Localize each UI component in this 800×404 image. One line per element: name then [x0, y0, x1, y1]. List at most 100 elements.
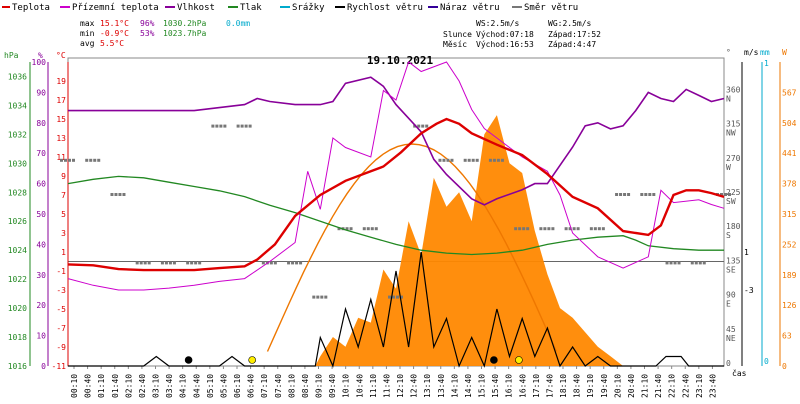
chart-title: 19.10.2021	[367, 54, 434, 67]
stat-min-label: min	[80, 29, 95, 38]
moonrise-text: Východ:16:53	[476, 40, 534, 49]
wind-direction-dot	[60, 158, 63, 162]
wind-direction-dot	[248, 124, 252, 128]
tick-time: 16:10	[505, 374, 514, 398]
wind-direction-dot	[572, 227, 576, 231]
tick-temperature: 13	[56, 134, 66, 143]
tick-solar: 189	[782, 271, 797, 280]
wind-direction-dot	[194, 261, 198, 265]
tick-time: 23:10	[695, 374, 704, 398]
tick-pressure: 1032	[8, 130, 27, 139]
unit-deg: °	[726, 48, 731, 57]
unit-pct: %	[38, 51, 43, 60]
tick-direction-label: E	[726, 300, 731, 309]
tick-time: 12:40	[410, 374, 419, 398]
tick-time: 01:40	[111, 374, 120, 398]
wind-direction-dot	[114, 193, 118, 196]
tick-time: 06:40	[247, 374, 256, 398]
unit-mm: mm	[760, 48, 770, 57]
tick-wind: 1	[744, 248, 749, 257]
tick-temperature: 1	[61, 248, 66, 257]
stat-avg-label: avg	[80, 39, 95, 48]
wind-direction-dot	[619, 193, 623, 196]
wind-direction-dot	[316, 295, 320, 299]
stat-max-press: 1030.2hPa	[163, 19, 207, 28]
wind-direction-dot	[463, 158, 467, 162]
tick-direction: 90	[726, 291, 736, 300]
wind-direction-dot	[665, 261, 669, 265]
tick-humidity: 90	[36, 88, 46, 97]
wind-direction-dot	[576, 227, 580, 231]
tick-time: 11:10	[369, 374, 378, 398]
sunset-text: Západ:17:52	[548, 30, 601, 39]
sun-label: Slunce	[443, 30, 472, 39]
tick-solar: 441	[782, 149, 797, 158]
tick-time: 09:40	[328, 374, 337, 398]
humidity-line	[68, 76, 725, 206]
tick-time: 07:10	[260, 374, 269, 398]
wind-direction-dot	[223, 124, 227, 128]
wind-direction-dot	[139, 261, 143, 265]
sunrise-text: Východ:07:18	[476, 30, 534, 39]
wind-direction-dot	[698, 261, 702, 265]
wind-direction-dot	[652, 193, 656, 196]
wind-direction-dot	[597, 227, 601, 231]
wind-direction-dot	[287, 261, 291, 265]
tick-solar: 63	[782, 332, 792, 341]
wind-direction-dot	[640, 193, 644, 196]
tick-humidity: 80	[36, 119, 46, 128]
wind-direction-dot	[669, 261, 673, 265]
tick-rain: 0	[764, 357, 769, 366]
wind-direction-dot	[370, 227, 374, 231]
tick-solar: 378	[782, 180, 797, 189]
wind-direction-dot	[392, 295, 395, 299]
moonset-text: Západ:4:47	[548, 40, 596, 49]
tick-direction-label: NE	[726, 334, 736, 343]
legend-wind-dir: Směr větru	[524, 3, 578, 13]
wind-direction-dot	[568, 227, 572, 231]
wind-direction-dot	[320, 295, 324, 299]
tick-humidity: 30	[36, 271, 46, 280]
tick-time: 12:10	[396, 374, 405, 398]
tick-humidity: 20	[36, 301, 46, 310]
moonset-marker	[184, 356, 193, 364]
tick-temperature: 3	[61, 229, 66, 238]
wind-direction-dot	[702, 261, 706, 265]
tick-time: 05:10	[206, 374, 215, 398]
wind-direction-dot	[186, 261, 190, 265]
wind-direction-dot	[396, 295, 399, 299]
wind-direction-dot	[728, 193, 731, 196]
wind-direction-dot	[421, 124, 425, 128]
tick-direction: 135	[726, 256, 741, 265]
tick-direction-label: S	[726, 231, 731, 240]
tick-direction-label: NW	[726, 129, 736, 138]
wind-direction-dot	[413, 124, 417, 128]
wind-direction-dot	[374, 227, 378, 231]
tick-time: 20:10	[613, 374, 622, 398]
tick-pressure: 1024	[8, 246, 27, 255]
legend-surface-temp: Přízemní teplota	[72, 3, 159, 13]
tick-temperature: 9	[61, 172, 66, 181]
wind-direction-dot	[273, 261, 277, 265]
tick-time: 21:10	[641, 374, 650, 398]
tick-time: 14:40	[464, 374, 473, 398]
wind-direction-dot	[526, 227, 530, 231]
sunrise-marker	[248, 356, 256, 364]
tick-pressure: 1020	[8, 304, 27, 313]
stat-min-hum: 53%	[140, 29, 155, 38]
tick-solar: 504	[782, 119, 797, 128]
wind-direction-dot	[72, 158, 75, 162]
wind-direction-dot	[615, 193, 619, 196]
wind-direction-dot	[89, 158, 93, 162]
wind-direction-dot	[388, 295, 391, 299]
tick-time: 17:10	[532, 374, 541, 398]
wind-direction-dot	[164, 261, 168, 265]
tick-time: 00:40	[84, 374, 93, 398]
wind-direction-dot	[93, 158, 97, 162]
tick-time: 22:10	[668, 374, 677, 398]
tick-time: 18:10	[559, 374, 568, 398]
wind-direction-dot	[673, 261, 677, 265]
sunset-marker	[515, 356, 523, 364]
tick-pressure: 1016	[8, 362, 27, 371]
tick-direction: 45	[726, 325, 736, 334]
